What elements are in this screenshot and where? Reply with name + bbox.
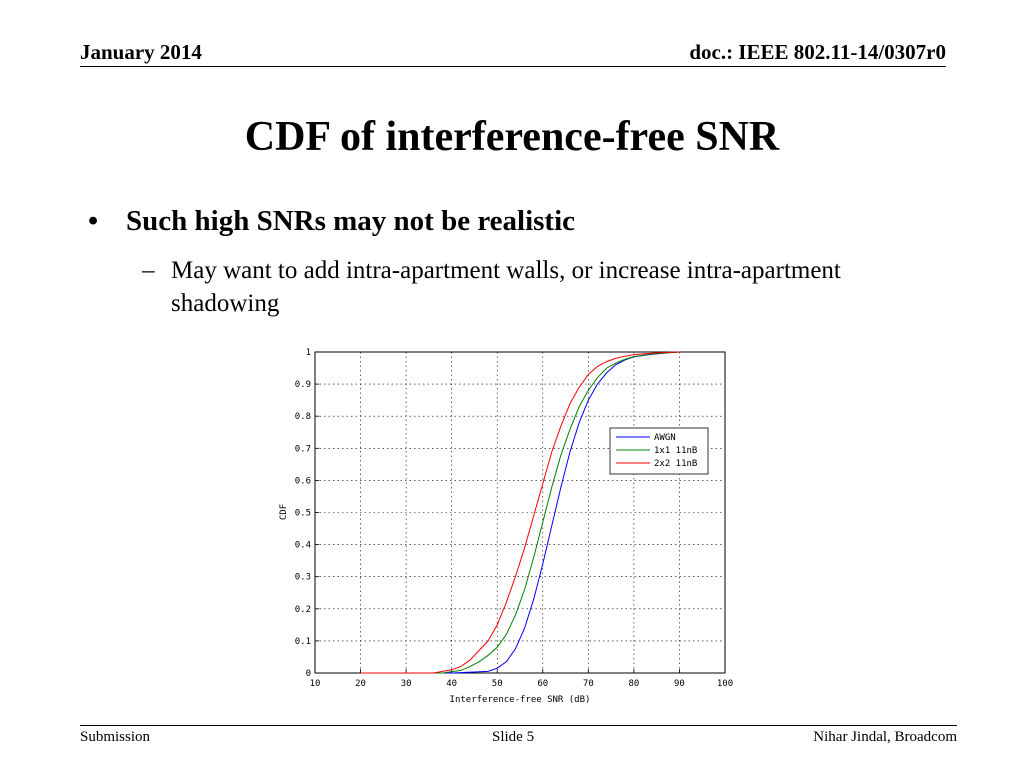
sub-bullet-item: – May want to add intra-apartment walls,…: [142, 254, 942, 320]
y-tick-label: 0.1: [295, 637, 311, 647]
y-axis-label: CDF: [279, 504, 289, 520]
legend-label: 1x1 11nB: [654, 446, 697, 456]
x-tick-label: 10: [310, 679, 321, 689]
series-line-1x1-11nb: [360, 351, 680, 674]
header-doc-id: doc.: IEEE 802.11-14/0307r0: [689, 40, 946, 64]
footer-slide-number: Slide 5: [492, 729, 535, 745]
y-tick-label: 0.7: [295, 444, 311, 454]
series-line-awgn: [360, 351, 680, 674]
chart-legend: AWGN 1x1 11nB 2x2 11nB: [609, 427, 709, 475]
header-rule: [80, 66, 946, 67]
legend-label: AWGN: [654, 433, 676, 443]
sub-bullet-text: May want to add intra-apartment walls, o…: [171, 257, 841, 317]
x-tick-label: 70: [583, 679, 594, 689]
slide-title: CDF of interference-free SNR: [244, 114, 780, 160]
bullet-item: • Such high SNRs may not be realistic: [88, 205, 575, 238]
y-tick-label: 0.5: [295, 509, 311, 519]
y-tick-label: 0: [306, 669, 311, 679]
x-tick-label: 20: [355, 679, 366, 689]
bullet-text: Such high SNRs may not be realistic: [126, 205, 576, 237]
y-tick-label: 0.8: [295, 412, 311, 422]
x-tick-label: 40: [446, 679, 457, 689]
chart-ticks: 10 20 30 40 50 60 70 80 90 100 0 0.1 0.2 0.3 0.4 0.5 0.6…: [295, 348, 733, 689]
x-tick-label: 100: [717, 679, 733, 689]
plot-frame: [314, 351, 726, 674]
bullet-dot: •: [88, 205, 99, 237]
header-date: January 2014: [80, 40, 202, 64]
x-tick-label: 80: [628, 679, 639, 689]
y-tick-label: 0.2: [295, 605, 311, 615]
y-tick-label: 0.6: [295, 476, 311, 486]
y-tick-label: 0.9: [295, 380, 311, 390]
legend-label: 2x2 11nB: [654, 459, 697, 469]
y-tick-label: 0.4: [295, 541, 311, 551]
x-axis-label: Interference-free SNR (dB): [450, 695, 591, 705]
x-tick-label: 30: [401, 679, 412, 689]
x-tick-label: 90: [674, 679, 685, 689]
series-line-2x2-11nb: [360, 351, 680, 674]
footer-submission: Submission: [80, 729, 151, 745]
sub-bullet-dash: –: [142, 257, 155, 284]
chart-series: [360, 351, 680, 674]
y-tick-label: 1: [306, 348, 311, 358]
chart-grid: [315, 352, 725, 673]
x-tick-label: 50: [492, 679, 503, 689]
cdf-chart: 10 20 30 40 50 60 70 80 90 100 0 0.1 0.2 0.3 0.4 0.5 0.6…: [279, 348, 733, 705]
legend-box: [609, 427, 709, 475]
footer-rule: [80, 725, 957, 726]
footer-author: Nihar Jindal, Broadcom: [813, 729, 957, 745]
x-tick-label: 60: [537, 679, 548, 689]
y-tick-label: 0.3: [295, 573, 311, 583]
